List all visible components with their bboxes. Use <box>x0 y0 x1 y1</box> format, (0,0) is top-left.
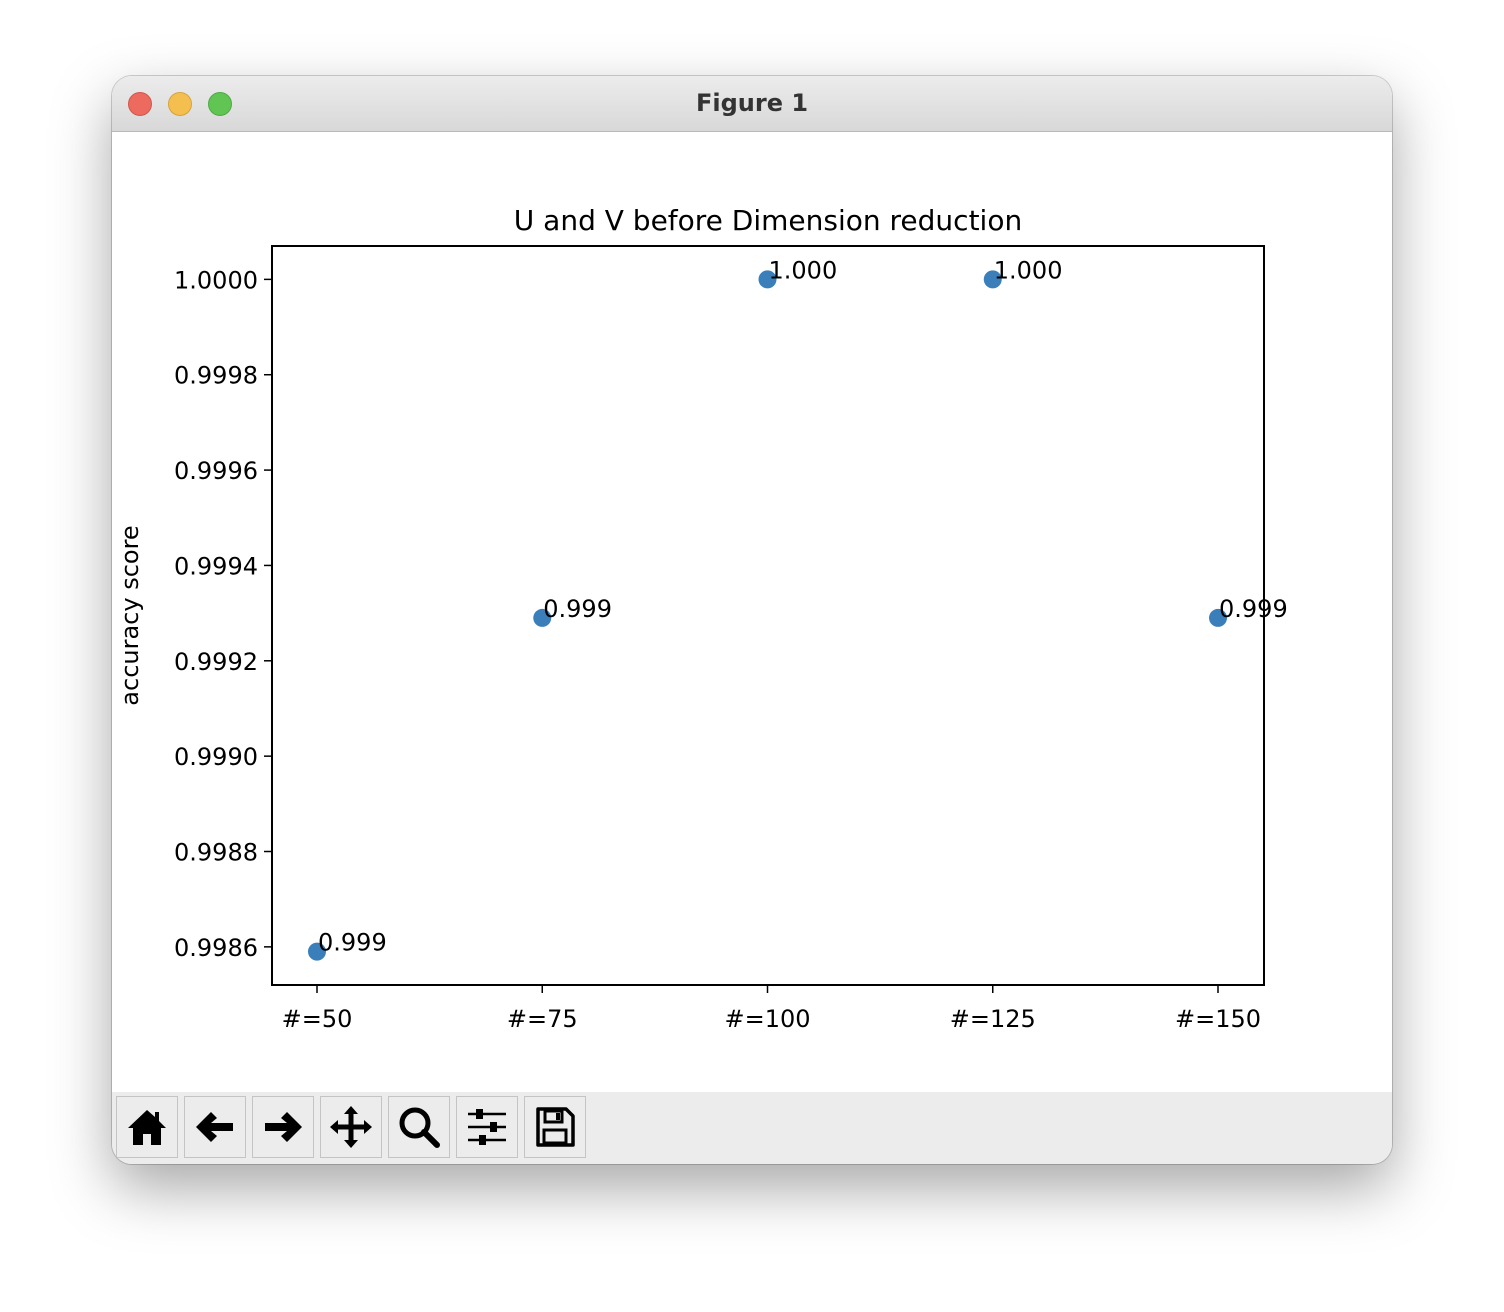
home-button[interactable] <box>116 1096 178 1158</box>
sliders-icon <box>468 1109 506 1145</box>
x-tick-label: #=100 <box>724 1005 810 1033</box>
data-point <box>758 270 777 289</box>
data-point <box>1209 608 1227 627</box>
y-tick-label: 1.0000 <box>174 266 258 294</box>
y-tick-label: 0.9994 <box>174 552 258 580</box>
close-window-button[interactable] <box>128 92 152 116</box>
title-bar[interactable]: Figure 1 <box>112 76 1392 132</box>
y-tick-label: 0.9996 <box>174 457 258 485</box>
save-button[interactable] <box>524 1096 586 1158</box>
data-point-label: 0.999 <box>1219 595 1288 623</box>
forward-button[interactable] <box>252 1096 314 1158</box>
figure-window: Figure 1 U and V before Dimension reduct… <box>112 76 1392 1164</box>
data-point <box>308 942 326 961</box>
x-tick-label: #=150 <box>1175 1005 1261 1033</box>
data-point-label: 0.999 <box>318 929 387 957</box>
minimize-window-button[interactable] <box>168 92 192 116</box>
y-tick-label: 0.9990 <box>174 743 258 771</box>
navigation-toolbar <box>112 1092 1392 1164</box>
y-axis-label: accuracy score <box>116 525 144 705</box>
data-point-label: 0.999 <box>543 595 612 623</box>
arrow-right-icon <box>265 1112 302 1142</box>
pan-button[interactable] <box>320 1096 382 1158</box>
data-point-label: 1.000 <box>769 256 838 284</box>
zoom-button[interactable] <box>388 1096 450 1158</box>
move-icon <box>330 1106 372 1148</box>
plot-frame <box>271 245 1265 986</box>
arrow-left-icon <box>196 1112 233 1142</box>
y-tick-label: 0.9992 <box>174 648 258 676</box>
chart-title: U and V before Dimension reduction <box>514 204 1022 237</box>
y-tick-label: 0.9988 <box>174 839 258 867</box>
data-point <box>983 270 1002 289</box>
floppy-disk-icon <box>536 1107 575 1147</box>
back-button[interactable] <box>184 1096 246 1158</box>
home-icon <box>128 1110 166 1145</box>
configure-subplots-button[interactable] <box>456 1096 518 1158</box>
data-point <box>533 608 552 627</box>
figure-canvas[interactable]: U and V before Dimension reduction accura… <box>112 132 1392 1092</box>
x-tick-label: #=75 <box>507 1005 578 1033</box>
x-tick-label: #=125 <box>950 1005 1036 1033</box>
x-tick-label: #=50 <box>282 1005 353 1033</box>
zoom-window-button[interactable] <box>208 92 232 116</box>
search-icon <box>399 1107 440 1148</box>
scatter-chart: U and V before Dimension reduction accura… <box>116 204 1288 1033</box>
y-tick-label: 0.9986 <box>174 934 258 962</box>
data-point-label: 1.000 <box>994 256 1063 284</box>
y-tick-label: 0.9998 <box>174 362 258 390</box>
window-title: Figure 1 <box>695 89 809 117</box>
